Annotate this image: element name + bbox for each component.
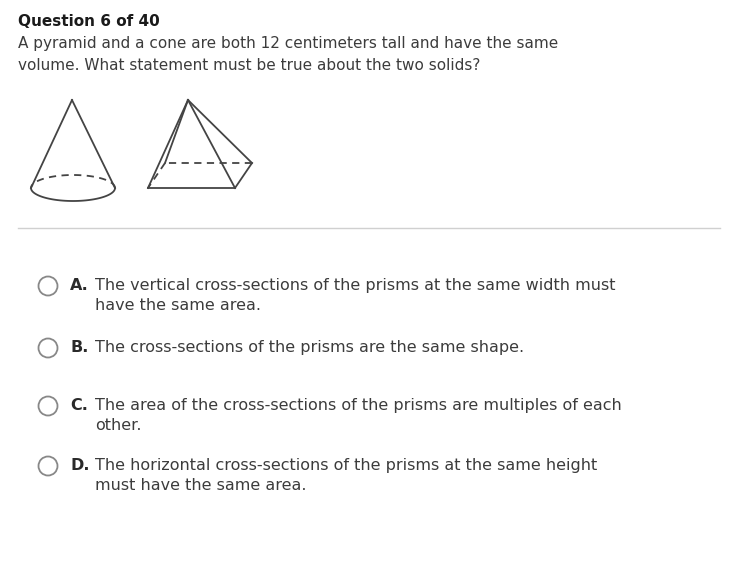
- Text: The cross-sections of the prisms are the same shape.: The cross-sections of the prisms are the…: [95, 340, 524, 355]
- Text: have the same area.: have the same area.: [95, 298, 261, 313]
- Text: The horizontal cross-sections of the prisms at the same height: The horizontal cross-sections of the pri…: [95, 458, 597, 473]
- Text: C.: C.: [70, 398, 88, 413]
- Text: D.: D.: [70, 458, 89, 473]
- Text: other.: other.: [95, 418, 142, 433]
- Text: Question 6 of 40: Question 6 of 40: [18, 14, 159, 29]
- Text: B.: B.: [70, 340, 89, 355]
- Text: A pyramid and a cone are both 12 centimeters tall and have the same
volume. What: A pyramid and a cone are both 12 centime…: [18, 36, 558, 73]
- Text: A.: A.: [70, 278, 89, 293]
- Text: The vertical cross-sections of the prisms at the same width must: The vertical cross-sections of the prism…: [95, 278, 615, 293]
- Text: must have the same area.: must have the same area.: [95, 478, 306, 493]
- Text: The area of the cross-sections of the prisms are multiples of each: The area of the cross-sections of the pr…: [95, 398, 621, 413]
